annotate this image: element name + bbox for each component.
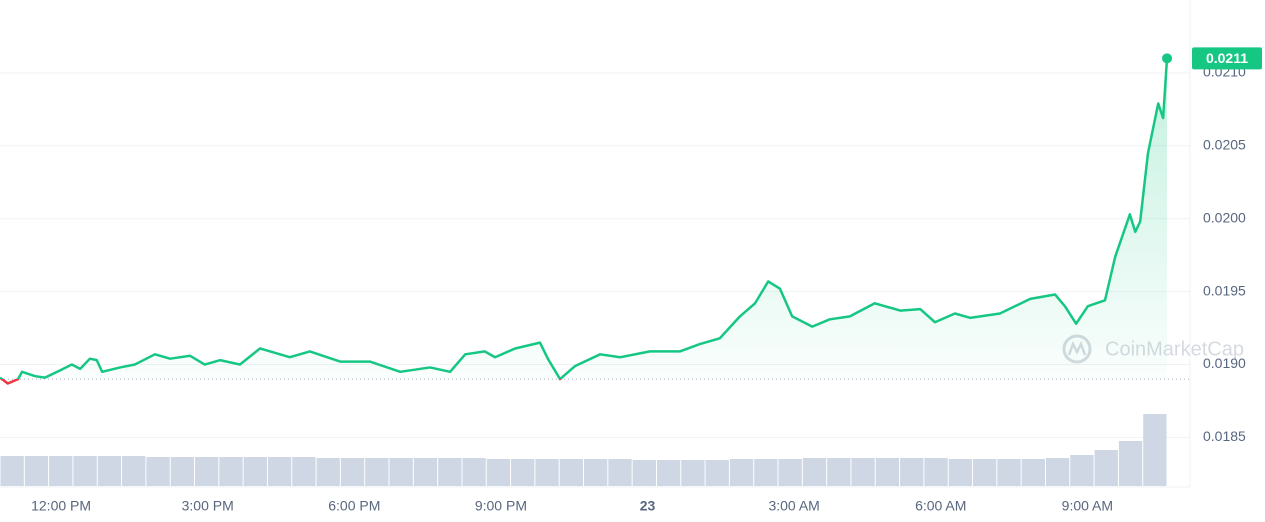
volume-bar	[462, 458, 486, 486]
current-price-pill	[1192, 47, 1262, 70]
x-tick-label: 3:00 AM	[768, 498, 819, 514]
volume-bar	[486, 459, 511, 486]
volume-bar	[24, 456, 49, 486]
last-point	[1162, 53, 1173, 64]
volume-bar	[948, 459, 973, 486]
volume-bar	[49, 456, 73, 486]
volume-bar	[97, 456, 122, 486]
volume-bar	[219, 457, 243, 486]
volume-bar	[389, 458, 413, 486]
volume-bar	[267, 457, 292, 486]
x-tick-label: 3:00 PM	[182, 498, 234, 514]
volume-bar	[559, 459, 584, 486]
volume-bar	[851, 458, 875, 486]
volume-bar	[1021, 459, 1045, 486]
volume-bar	[1045, 458, 1070, 486]
y-tick-label: 0.0195	[1203, 282, 1246, 298]
volume-bar	[900, 458, 924, 486]
y-tick-label: 0.0200	[1203, 209, 1246, 225]
volume-bar	[973, 459, 997, 486]
volume-bar	[754, 459, 778, 486]
volume-bar	[292, 457, 316, 486]
volume-bar	[656, 460, 681, 486]
volume-bar	[438, 458, 462, 486]
x-tick-label: 6:00 PM	[328, 498, 380, 514]
volume-bar	[1143, 414, 1167, 486]
volume-bar	[584, 459, 608, 486]
volume-bar	[0, 456, 24, 486]
volume-bar	[316, 458, 340, 486]
y-tick-label: 0.0205	[1203, 137, 1246, 153]
volume-bar	[511, 459, 535, 486]
y-tick-label: 0.0190	[1203, 355, 1246, 371]
volume-bar	[924, 458, 948, 486]
volume-bar	[413, 458, 438, 486]
volume-bar	[73, 456, 97, 486]
x-tick-label: 23	[640, 498, 656, 514]
volume-bar	[632, 460, 656, 486]
volume-bar	[1070, 455, 1094, 486]
volume-bar	[802, 458, 827, 486]
volume-bar	[243, 457, 267, 486]
volume-bar	[705, 460, 729, 486]
volume-bar	[875, 458, 900, 486]
volume-bar	[827, 458, 851, 486]
volume-bar	[778, 459, 802, 486]
volume-bar	[340, 458, 365, 486]
x-tick-label: 9:00 PM	[475, 498, 527, 514]
price-area	[0, 58, 1168, 380]
x-tick-label: 12:00 PM	[31, 498, 91, 514]
volume-bar	[681, 460, 705, 486]
volume-bar	[365, 458, 389, 486]
volume-bar	[729, 459, 754, 486]
volume-bar	[170, 457, 195, 486]
volume-bar	[146, 457, 170, 486]
volume-bar	[122, 456, 146, 486]
y-tick-label: 0.0185	[1203, 428, 1246, 444]
x-tick-label: 9:00 AM	[1062, 498, 1113, 514]
x-tick-label: 6:00 AM	[915, 498, 966, 514]
current-price-label: 0.0211	[1206, 50, 1248, 66]
price-line	[0, 58, 1169, 385]
volume-bar	[195, 457, 219, 486]
volume-bar	[1094, 450, 1118, 486]
volume-bar	[997, 459, 1021, 486]
volume-bar	[608, 459, 632, 486]
volume-bar	[1118, 441, 1143, 486]
volume-bar	[535, 459, 559, 486]
